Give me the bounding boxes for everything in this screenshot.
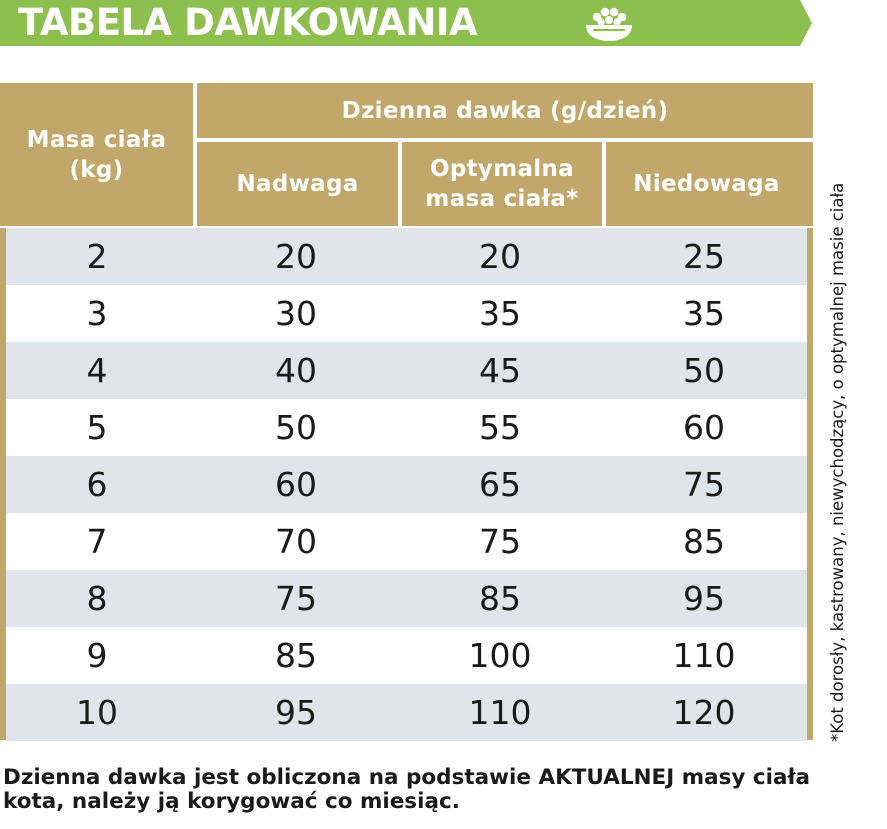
title-banner — [0, 0, 812, 46]
table-cell-opt: 35 — [479, 294, 521, 333]
table-cell-mass: 9 — [86, 636, 108, 675]
table-cell-opt: 55 — [479, 408, 521, 447]
table-cell-mass: 4 — [86, 351, 108, 390]
table-cell-mass: 7 — [86, 522, 108, 561]
table-cell-over: 40 — [275, 351, 317, 390]
table-row: 8 75 85 95 — [6, 570, 807, 627]
table-cell-over: 50 — [275, 408, 317, 447]
table-cell-opt: 65 — [479, 465, 521, 504]
divider — [193, 83, 197, 226]
table-cell-mass: 3 — [86, 294, 108, 333]
table-cell-under: 95 — [683, 579, 725, 618]
table-row: 10 95 110 120 — [6, 684, 807, 741]
table-cell-opt: 85 — [479, 579, 521, 618]
table-cell-under: 110 — [672, 636, 736, 675]
table-row: 4 40 45 50 — [6, 342, 807, 399]
table-cell-under: 60 — [683, 408, 725, 447]
table-cell-mass: 10 — [76, 693, 118, 732]
table-row: 3 30 35 35 — [6, 285, 807, 342]
header-daily-dose: Dzienna dawka (g/dzień) — [341, 97, 669, 124]
table-cell-under: 50 — [683, 351, 725, 390]
footer-note: Dzienna dawka jest obliczona na podstawi… — [3, 765, 811, 814]
dosage-table: Masa ciała (kg) Dzienna dawka (g/dzień) … — [0, 83, 813, 741]
footnote: *Kot dorosły, kastrowany, niewychodzący,… — [828, 182, 847, 742]
divider — [197, 138, 813, 142]
table-cell-over: 70 — [275, 522, 317, 561]
divider — [0, 226, 813, 228]
table-row: 5 50 55 60 — [6, 399, 807, 456]
table-row: 2 20 20 25 — [6, 228, 807, 285]
table-cell-under: 85 — [683, 522, 725, 561]
header-mass: Masa ciała (kg) — [26, 126, 167, 183]
table-row: 7 70 75 85 — [6, 513, 807, 570]
table-cell-over: 75 — [275, 579, 317, 618]
table-cell-over: 60 — [275, 465, 317, 504]
divider — [398, 142, 402, 226]
table-cell-opt: 75 — [479, 522, 521, 561]
table-cell-mass: 5 — [86, 408, 108, 447]
table-cell-opt: 110 — [468, 693, 532, 732]
table-cell-mass: 6 — [86, 465, 108, 504]
table-cell-mass: 2 — [86, 237, 108, 276]
table-cell-under: 75 — [683, 465, 725, 504]
table-cell-opt: 100 — [468, 636, 532, 675]
page-title: TABELA DAWKOWANIA — [18, 1, 478, 44]
table-cell-over: 95 — [275, 693, 317, 732]
table-row: 6 60 65 75 — [6, 456, 807, 513]
table-cell-mass: 8 — [86, 579, 108, 618]
table-cell-opt: 20 — [479, 237, 521, 276]
bowl-icon — [586, 7, 632, 41]
table-row: 9 85 100 110 — [6, 627, 807, 684]
table-cell-under: 120 — [672, 693, 736, 732]
table-cell-opt: 45 — [479, 351, 521, 390]
table-cell-under: 35 — [683, 294, 725, 333]
divider — [602, 142, 606, 226]
header-optimal: Optymalna masa ciała* — [425, 156, 579, 212]
table-cell-under: 25 — [683, 237, 725, 276]
table-cell-over: 85 — [275, 636, 317, 675]
table-cell-over: 20 — [275, 237, 317, 276]
header-underweight: Niedowaga — [633, 171, 780, 197]
header-overweight: Nadwaga — [236, 171, 359, 197]
table-cell-over: 30 — [275, 294, 317, 333]
